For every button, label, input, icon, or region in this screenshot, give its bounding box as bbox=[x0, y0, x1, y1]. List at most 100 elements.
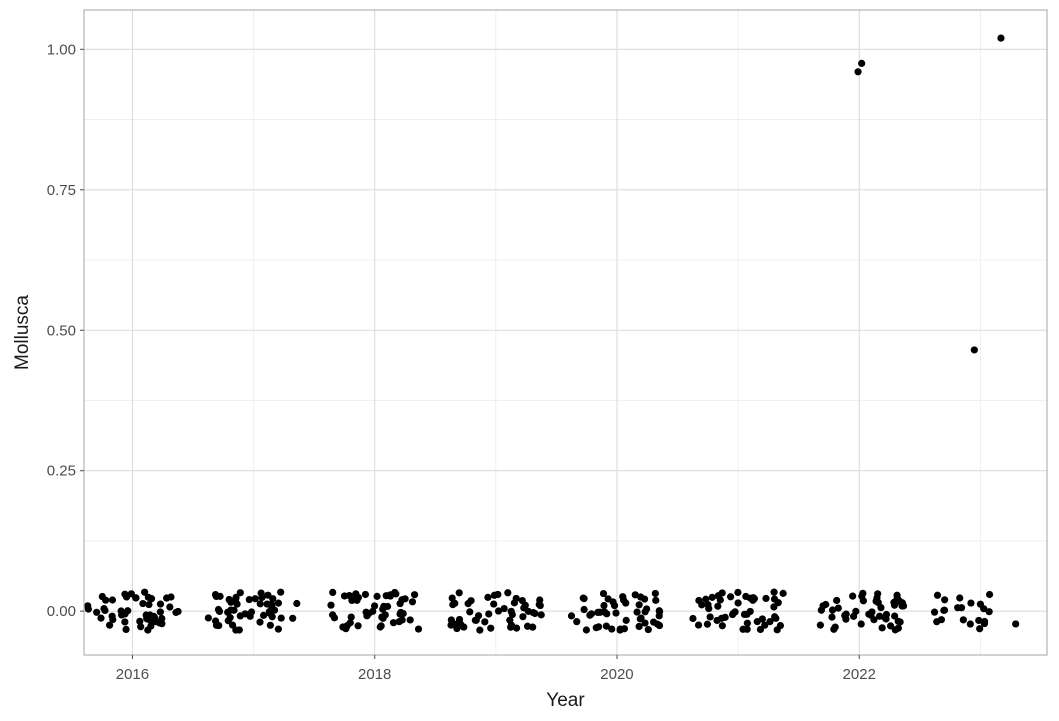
data-point bbox=[896, 618, 904, 626]
data-point bbox=[529, 623, 537, 631]
data-point bbox=[122, 625, 130, 634]
data-point bbox=[770, 588, 778, 596]
data-point bbox=[770, 595, 779, 603]
data-point bbox=[622, 616, 630, 624]
data-point bbox=[612, 609, 620, 617]
data-point bbox=[386, 591, 394, 599]
data-point bbox=[289, 614, 297, 622]
data-point bbox=[447, 616, 455, 624]
data-point bbox=[142, 611, 150, 619]
data-point bbox=[379, 605, 387, 613]
data-point bbox=[706, 613, 714, 621]
data-point bbox=[124, 607, 132, 615]
data-point bbox=[362, 608, 370, 616]
data-point bbox=[602, 622, 610, 630]
data-point bbox=[369, 607, 377, 615]
data-point bbox=[494, 607, 503, 615]
data-point bbox=[519, 613, 527, 621]
data-point-outlier bbox=[854, 68, 862, 76]
data-point bbox=[592, 624, 600, 632]
data-point bbox=[941, 596, 949, 604]
data-point bbox=[870, 616, 878, 624]
data-point bbox=[714, 602, 722, 610]
data-point bbox=[507, 623, 515, 631]
x-axis-title: Year bbox=[546, 690, 585, 711]
data-point bbox=[655, 607, 663, 615]
data-point bbox=[980, 605, 988, 613]
data-point bbox=[381, 611, 389, 619]
data-point bbox=[354, 593, 363, 602]
data-point bbox=[346, 619, 354, 627]
y-tick-label: 0.50 bbox=[47, 322, 76, 339]
data-point bbox=[447, 621, 455, 629]
data-point bbox=[474, 612, 483, 620]
data-point bbox=[689, 614, 697, 623]
data-point bbox=[594, 608, 602, 617]
data-point bbox=[600, 601, 608, 610]
data-point bbox=[635, 601, 643, 609]
data-point bbox=[890, 598, 898, 607]
data-point bbox=[580, 605, 588, 614]
data-point bbox=[734, 599, 742, 607]
data-point bbox=[259, 611, 268, 619]
data-point bbox=[734, 588, 742, 597]
data-point-outlier bbox=[997, 34, 1005, 42]
data-point bbox=[762, 594, 770, 603]
data-point bbox=[641, 619, 649, 627]
data-point bbox=[718, 622, 726, 630]
data-point bbox=[731, 608, 739, 616]
data-point bbox=[236, 589, 244, 597]
data-point bbox=[121, 618, 129, 626]
data-point bbox=[251, 595, 259, 603]
data-point bbox=[141, 588, 149, 596]
data-point bbox=[361, 590, 370, 599]
data-point bbox=[109, 615, 117, 624]
data-point bbox=[460, 623, 468, 631]
data-point bbox=[408, 598, 417, 606]
data-point bbox=[586, 611, 594, 619]
data-point bbox=[215, 621, 223, 630]
data-point bbox=[487, 624, 495, 632]
data-point bbox=[118, 611, 126, 619]
data-point bbox=[490, 600, 498, 608]
data-point bbox=[330, 614, 339, 622]
data-point bbox=[230, 606, 238, 614]
data-point bbox=[327, 601, 335, 609]
data-point bbox=[342, 625, 350, 633]
y-tick-label: 0.25 bbox=[47, 463, 76, 480]
data-point bbox=[215, 607, 224, 616]
x-tick-label: 2020 bbox=[600, 666, 633, 683]
data-point bbox=[616, 626, 624, 634]
data-point bbox=[139, 599, 147, 608]
data-point bbox=[274, 625, 282, 633]
data-point bbox=[158, 614, 166, 623]
data-point bbox=[504, 589, 512, 597]
data-point bbox=[980, 619, 989, 628]
data-point bbox=[834, 604, 842, 612]
data-point bbox=[631, 591, 639, 599]
data-point bbox=[537, 611, 545, 619]
data-point bbox=[467, 597, 475, 605]
data-point bbox=[819, 602, 827, 610]
data-point bbox=[245, 595, 253, 604]
data-point bbox=[891, 612, 899, 620]
data-point bbox=[842, 610, 850, 618]
data-point bbox=[956, 594, 964, 602]
data-point bbox=[653, 620, 662, 628]
x-tick-label: 2022 bbox=[843, 666, 876, 683]
data-point bbox=[849, 592, 857, 600]
data-point bbox=[392, 590, 400, 598]
data-point bbox=[608, 625, 616, 633]
data-point bbox=[268, 613, 276, 621]
data-point bbox=[531, 609, 539, 618]
data-point bbox=[506, 616, 514, 624]
data-point bbox=[637, 614, 645, 622]
data-point bbox=[849, 612, 858, 620]
data-point bbox=[601, 608, 609, 616]
data-point bbox=[228, 621, 237, 629]
data-point bbox=[347, 613, 355, 621]
data-point bbox=[348, 596, 356, 605]
data-point bbox=[293, 599, 301, 608]
plot-panel bbox=[84, 10, 1047, 655]
data-point bbox=[106, 621, 114, 629]
